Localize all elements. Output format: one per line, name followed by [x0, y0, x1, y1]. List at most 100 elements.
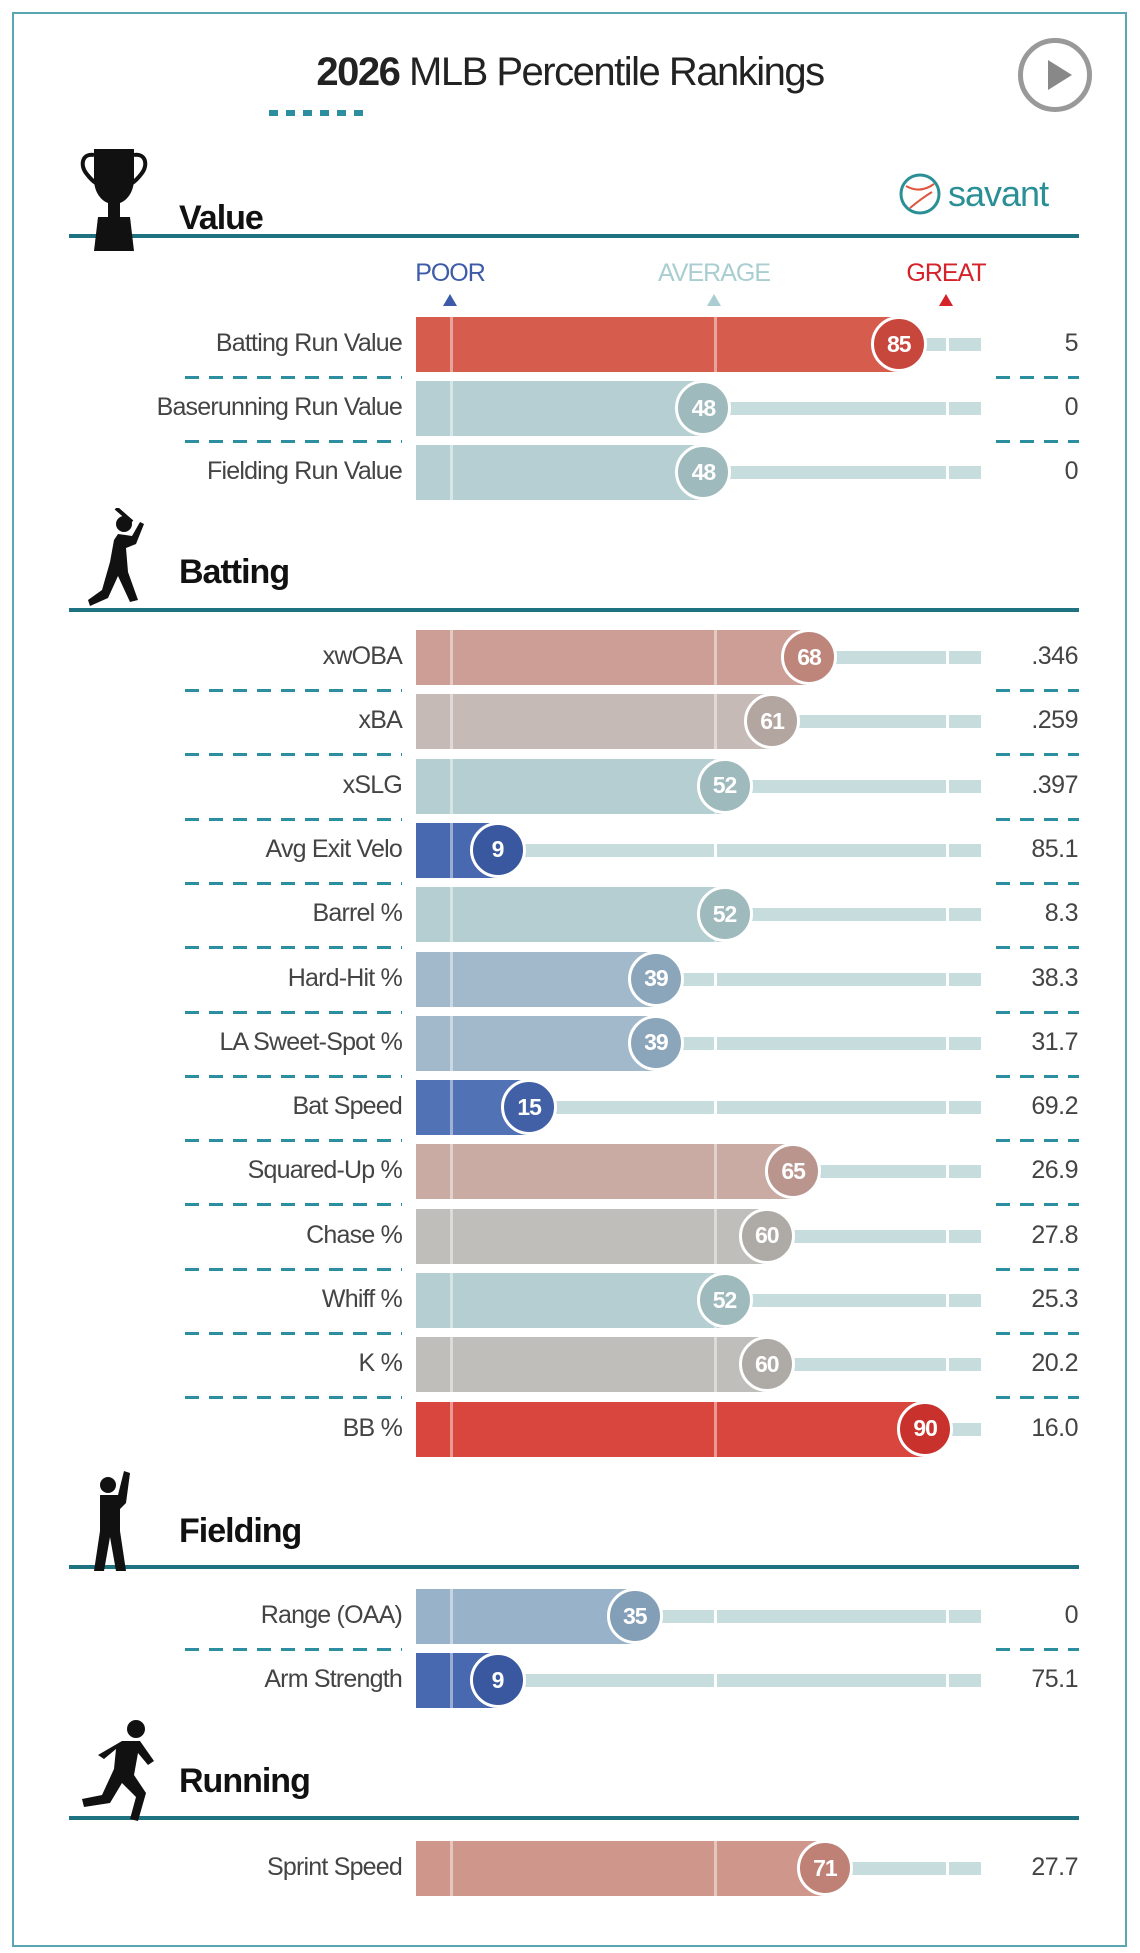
percentile-value: 9: [491, 1666, 505, 1693]
metric-label: BB %: [342, 1413, 403, 1442]
bar-gridline: [450, 630, 453, 685]
percentile-track: [766, 1229, 981, 1243]
savant-logo-text: savant: [948, 173, 1049, 214]
percentile-bar: [416, 630, 810, 685]
bar-gridline: [450, 445, 453, 500]
track-gridline: [946, 651, 949, 664]
bar-gridline: [450, 951, 453, 1007]
metric-value: 5: [1064, 329, 1079, 357]
percentile-value: 60: [755, 1350, 780, 1377]
percentile-bar: [416, 1841, 825, 1896]
scale-label-poor: POOR: [415, 259, 486, 287]
percentile-badge: 61: [744, 693, 801, 750]
metric-value: 69.2: [1031, 1092, 1078, 1121]
row-separator: [185, 689, 402, 692]
track-gridline: [946, 843, 949, 857]
scale-label-great: GREAT: [906, 259, 986, 287]
track-gridline: [714, 1101, 717, 1115]
bar-gridline: [450, 887, 453, 943]
percentile-bar: [416, 758, 725, 814]
bar-gridline: [714, 1337, 717, 1393]
percentile-badge: 48: [675, 380, 732, 436]
metric-label: xBA: [358, 706, 403, 735]
bar-gridline: [714, 317, 717, 372]
row-separator: [996, 1648, 1079, 1651]
bar-gridline: [450, 381, 453, 436]
row-separator: [185, 376, 402, 379]
percentile-track: [703, 402, 981, 415]
metric-value: .346: [1031, 642, 1078, 670]
row-separator: [185, 753, 402, 757]
percentile-bar: [416, 381, 704, 436]
percentile-value: 90: [913, 1415, 938, 1442]
percentile-track: [703, 466, 981, 479]
metric-value: .397: [1031, 770, 1078, 799]
metric-value: 8.3: [1044, 899, 1079, 928]
metric-label: Whiff %: [321, 1285, 403, 1313]
percentile-bar: [416, 694, 773, 750]
percentile-badge: 9: [469, 1652, 526, 1708]
bar-gridline: [450, 1208, 453, 1264]
percentile-bar: [416, 1337, 767, 1393]
great-marker-icon: [939, 294, 953, 306]
row-separator: [185, 1139, 402, 1143]
percentile-track: [824, 1862, 981, 1875]
percentile-badge: 48: [675, 444, 732, 500]
percentile-bar: [416, 1208, 767, 1264]
percentile-badge: 35: [606, 1588, 663, 1644]
row-separator: [996, 1267, 1079, 1271]
metric-value: 0: [1064, 457, 1079, 485]
bar-gridline: [450, 1080, 453, 1136]
percentile-track: [724, 1294, 981, 1307]
bar-gridline: [450, 822, 453, 878]
metric-value: 31.7: [1031, 1027, 1078, 1056]
metric-value: 75.1: [1031, 1665, 1078, 1693]
metric-label: xwOBA: [322, 642, 403, 670]
bar-gridline: [450, 1589, 453, 1644]
percentile-bar: [416, 1589, 635, 1644]
poor-marker-icon: [443, 294, 457, 306]
section-title-running: Running: [179, 1762, 311, 1800]
percentile-track: [766, 1358, 981, 1372]
track-gridline: [946, 1101, 949, 1115]
percentile-value: 68: [797, 643, 822, 670]
track-gridline: [946, 1674, 949, 1687]
percentile-badge: 52: [696, 757, 753, 814]
row-separator: [185, 1396, 402, 1400]
metric-label: xSLG: [342, 770, 403, 799]
metric-label: Range (OAA): [260, 1601, 403, 1629]
percentile-bar: [416, 1144, 794, 1200]
track-gridline: [946, 1036, 949, 1050]
percentile-badge: 85: [870, 316, 927, 372]
section-title-value: Value: [179, 199, 264, 237]
track-gridline: [946, 338, 949, 351]
percentile-badge: 39: [627, 950, 684, 1007]
percentile-bar: [416, 887, 725, 943]
metric-value: 26.9: [1031, 1156, 1078, 1185]
runner-icon: [78, 1715, 168, 1830]
metric-value: 0: [1064, 1601, 1079, 1629]
percentile-badge: 68: [781, 629, 838, 685]
percentile-value: 35: [623, 1602, 648, 1629]
percentile-badge: 9: [469, 821, 526, 878]
track-gridline: [946, 715, 949, 729]
percentile-bar: [416, 951, 656, 1007]
percentile-value: 85: [887, 330, 912, 357]
metric-label: Fielding Run Value: [207, 457, 403, 485]
metric-value: 38.3: [1031, 963, 1078, 992]
row-separator: [185, 1648, 402, 1651]
metric-label: Barrel %: [312, 899, 403, 928]
row-separator: [996, 1074, 1079, 1078]
percentile-value: 61: [760, 707, 785, 734]
row-separator: [996, 946, 1079, 950]
percentile-badge: 52: [696, 886, 753, 943]
percentile-badge: 52: [696, 1272, 753, 1328]
track-gridline: [946, 1294, 949, 1307]
track-gridline: [714, 1036, 717, 1050]
baseball-icon: [899, 173, 941, 215]
play-button[interactable]: [1018, 38, 1092, 112]
metric-value: 16.0: [1031, 1413, 1078, 1442]
track-gridline: [946, 1165, 949, 1179]
percentile-value: 71: [813, 1854, 838, 1881]
row-separator: [996, 1010, 1079, 1014]
